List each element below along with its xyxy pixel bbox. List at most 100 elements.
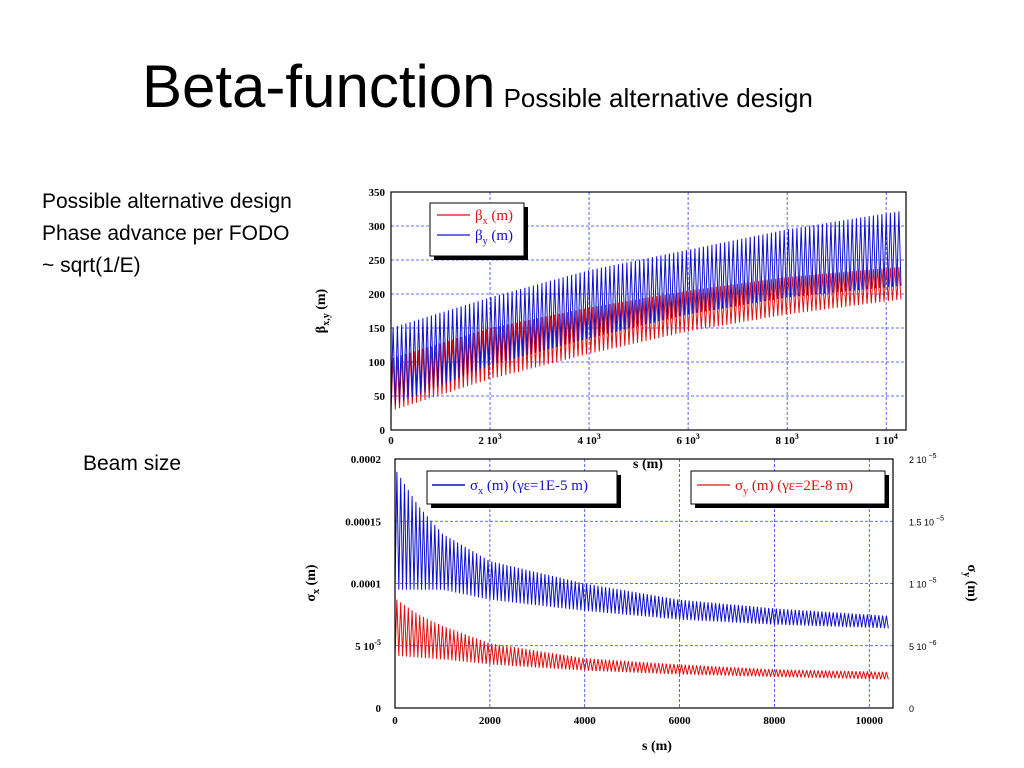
x-tick-label-part: 3: [597, 432, 601, 441]
title-main: Beta-function: [142, 53, 496, 120]
y-tick-label: 250: [369, 255, 386, 267]
y-tick-label-part: 0: [376, 703, 382, 715]
x-tick-label-part: 10000: [856, 715, 884, 727]
y-tick-label: 350: [369, 187, 386, 199]
y2-tick-label: 0: [909, 704, 914, 714]
sigma-y-series: [394, 599, 889, 680]
plot-frame: [390, 191, 907, 431]
y-axis-title-part: β: [314, 326, 329, 333]
legend-label: σy (m) (γε=2E-8 m): [735, 478, 853, 497]
y2-tick-label-part: −6: [927, 640, 937, 647]
y2-tick-label: 1 10 −5: [909, 578, 937, 590]
y-axis-title-part: σ: [304, 594, 319, 602]
y-axis-title-part: (m): [314, 288, 329, 313]
x-tick-label-part: 4: [894, 432, 898, 441]
beta-series-x: [390, 266, 902, 412]
y-axis-title: σx (m): [304, 564, 322, 601]
x-tick-label: 1 104: [875, 432, 898, 447]
y2-tick-label: 1.5 10 −5: [909, 515, 944, 527]
y-axis-title-part: x,y: [321, 313, 332, 326]
y2-tick-label-part: −5: [927, 578, 937, 585]
side-note-line: Possible alternative design: [42, 190, 292, 213]
y-tick-label-part: 150: [369, 323, 386, 335]
y-tick-label-part: 50: [374, 391, 386, 403]
y2-axis-title: σy (m): [961, 564, 979, 601]
x-tick-label-part: 3: [696, 432, 700, 441]
legend-box-right: σy (m) (γε=2E-8 m): [690, 470, 889, 508]
sigma-x-series: [394, 471, 889, 629]
x-tick-label: 4000: [574, 715, 597, 727]
y-tick-label-part: 0.0002: [351, 454, 382, 466]
x-tick-label: 8 103: [776, 432, 799, 447]
y-tick-label-part: 0.0001: [351, 579, 381, 591]
legend-label-part: x: [478, 486, 483, 497]
x-tick-label: 6 103: [676, 432, 699, 447]
y2-tick-label: 2 10 −5: [909, 453, 937, 465]
x-tick-label-part: 8 10: [776, 435, 796, 447]
legend-box-left: σx (m) (γε=1E-5 m): [426, 470, 621, 508]
y2-axis-title-part: (m): [964, 577, 979, 602]
y2-tick-label-part: 2 10: [909, 455, 927, 465]
y-tick-label-part: 0: [380, 425, 386, 437]
y2-tick-label: 5 10 −6: [909, 640, 937, 652]
y-tick-label: 0: [380, 425, 386, 437]
legend-label: σx (m) (γε=1E-5 m): [470, 478, 588, 497]
y-axis-title: βx,y (m): [314, 288, 332, 333]
y-tick-label: 150: [369, 323, 386, 335]
y-tick-label-part: 250: [369, 255, 386, 267]
x-axis-title-part: s (m): [642, 739, 672, 754]
y-axis-title-part: (m): [304, 564, 319, 589]
x-tick-label-part: 8000: [763, 715, 786, 727]
plot-frame: [394, 458, 894, 709]
x-axis-title-part: s (m): [633, 457, 663, 472]
x-tick-label-part: 0: [388, 435, 394, 447]
x-tick-label-part: 2 10: [478, 435, 498, 447]
beta-series-y: [390, 211, 902, 407]
x-tick-label: 0: [392, 715, 398, 727]
y-tick-label-part: 100: [369, 357, 386, 369]
slide-title: Beta-function Possible alternative design: [142, 52, 813, 121]
y-tick-label: 0.00015: [345, 516, 381, 528]
legend-label-part: (m) (γε=2E-8 m): [748, 478, 853, 494]
legend-label-part: (m): [488, 208, 513, 224]
x-tick-label: 4 103: [577, 432, 600, 447]
y-tick-label-part: 350: [369, 187, 386, 199]
legend-label-part: β: [475, 228, 483, 244]
x-tick-label: 2000: [479, 715, 502, 727]
x-axis-title: s (m): [642, 739, 672, 754]
legend-label-part: (m): [488, 228, 513, 244]
beam-size-label: Beam size: [83, 452, 182, 475]
legend-label-part: y: [483, 236, 488, 247]
y-tick-label: 0.0002: [351, 454, 382, 466]
legend-label: βx (m): [475, 208, 513, 227]
legend-box: βx (m)βy (m): [429, 202, 528, 260]
y2-tick-label-part: 1 10: [909, 580, 927, 590]
legend-frame: [690, 470, 886, 505]
y-tick-label: 300: [369, 221, 386, 233]
legend-label: βy (m): [475, 228, 513, 247]
y-tick-label-part: 5 10: [355, 641, 375, 653]
y2-tick-label-part: −5: [934, 515, 944, 522]
y-tick-label: 0.0001: [351, 579, 381, 591]
y-tick-label: 100: [369, 357, 386, 369]
title-subtitle: Possible alternative design: [503, 83, 813, 113]
y-tick-label-part: 200: [369, 289, 386, 301]
y2-tick-label-part: −5: [927, 453, 937, 460]
y-tick-label: 50: [374, 391, 386, 403]
x-tick-label-part: 4000: [574, 715, 597, 727]
x-tick-label: 8000: [763, 715, 786, 727]
y-tick-label-part: -5: [374, 638, 381, 647]
legend-label-part: β: [475, 208, 483, 224]
y-tick-label: 0: [376, 703, 382, 715]
x-tick-label: 6000: [669, 715, 692, 727]
x-tick-label-part: 1 10: [875, 435, 895, 447]
side-notes: Possible alternative design Phase advanc…: [42, 186, 292, 282]
x-tick-label-part: 2000: [479, 715, 502, 727]
legend-frame: [426, 470, 618, 505]
y-axis-title-part: x: [311, 589, 322, 594]
legend-label-part: (m) (γε=1E-5 m): [483, 478, 588, 494]
y2-tick-label-part: 5 10: [909, 642, 927, 652]
y2-tick-label-part: 1.5 10: [909, 517, 934, 527]
